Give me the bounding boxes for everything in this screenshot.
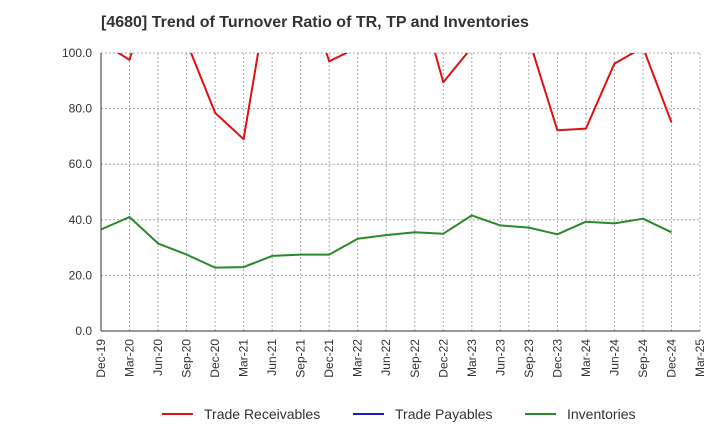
- x-tick-label: Dec-19: [94, 339, 108, 378]
- legend-label-trade-receivables: Trade Receivables: [204, 406, 320, 422]
- x-tick-label: Sep-22: [408, 339, 422, 378]
- y-tick-label: 20.0: [69, 268, 93, 282]
- x-tick-label: Jun-20: [151, 339, 165, 376]
- x-tick-label: Mar-23: [465, 339, 479, 377]
- chart-title: [4680] Trend of Turnover Ratio of TR, TP…: [101, 14, 529, 31]
- x-tick-label: Dec-23: [550, 339, 564, 378]
- y-tick-label: 40.0: [69, 213, 93, 227]
- series-line-inventories: [101, 214, 672, 269]
- x-tick-label: Sep-20: [180, 339, 194, 378]
- x-tick-label: Jun-22: [379, 339, 393, 376]
- y-tick-label: 80.0: [69, 102, 93, 116]
- x-tick-label: Sep-23: [522, 339, 536, 378]
- x-tick-label: Mar-22: [351, 339, 365, 377]
- x-tick-label: Mar-25: [693, 339, 707, 377]
- x-tick-label: Dec-20: [208, 339, 222, 378]
- series-line-trade-receivables: [116, 53, 673, 141]
- y-tick-label: 60.0: [69, 157, 93, 171]
- x-tick-label: Jun-23: [493, 339, 507, 376]
- x-tick-label: Sep-24: [636, 339, 650, 378]
- x-tick-label: Jun-21: [265, 339, 279, 376]
- x-tick-label: Dec-24: [664, 339, 678, 378]
- x-tick-label: Mar-24: [579, 339, 593, 377]
- legend-label-trade-payables: Trade Payables: [395, 406, 493, 422]
- x-tick-label: Jun-24: [607, 339, 621, 376]
- x-tick-label: Sep-21: [294, 339, 308, 378]
- x-tick-label: Mar-20: [123, 339, 137, 377]
- x-tick-label: Mar-21: [237, 339, 251, 377]
- x-tick-label: Dec-22: [436, 339, 450, 378]
- legend-label-inventories: Inventories: [567, 406, 635, 422]
- x-tick-label: Dec-21: [322, 339, 336, 378]
- y-tick-label: 0.0: [75, 324, 92, 338]
- y-tick-label: 100.0: [62, 46, 92, 60]
